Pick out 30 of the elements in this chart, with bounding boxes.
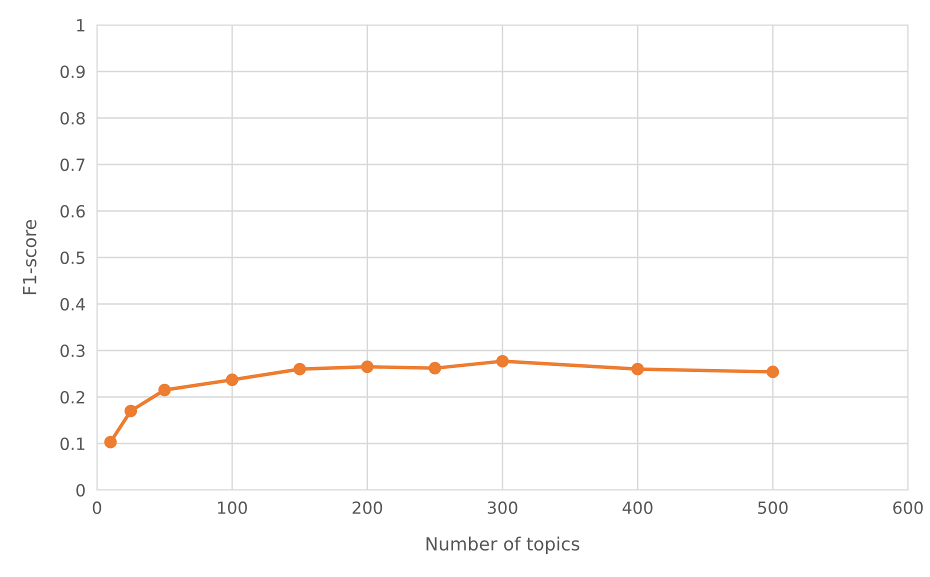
- point: [294, 362, 306, 376]
- x-tick-label: 100: [218, 501, 247, 514]
- point: [766, 366, 780, 378]
- point: [361, 360, 374, 374]
- y-tick-label: 0.7: [60, 158, 84, 172]
- point: [158, 384, 171, 396]
- x-tick-label: 0: [92, 501, 102, 514]
- x-tick-label: 400: [622, 501, 652, 514]
- y-tick-label: 0.5: [60, 251, 84, 264]
- point: [496, 354, 509, 368]
- x-tick-label: 500: [758, 501, 788, 514]
- point: [428, 362, 442, 374]
- point: [124, 404, 138, 418]
- point: [104, 436, 117, 448]
- y-tick-label: 0.1: [60, 437, 84, 450]
- x-tick-label: 600: [893, 501, 923, 514]
- y-tick-label: 0: [76, 484, 85, 497]
- y-tick-label: 0.9: [60, 65, 85, 78]
- y-tick-label: 0.3: [60, 344, 85, 358]
- x-tick-label: 200: [352, 501, 382, 514]
- point: [631, 362, 644, 376]
- y-axis-title: F1-score: [23, 220, 36, 294]
- y-tick-label: 0.2: [60, 390, 84, 404]
- y-tick-label: 0.4: [60, 298, 85, 311]
- point: [226, 374, 238, 386]
- x-axis-title: Number of topics: [426, 536, 580, 554]
- y-tick-label: 0.8: [60, 112, 85, 125]
- y-tick-label: 1: [77, 19, 84, 32]
- x-tick-label: 300: [488, 501, 518, 514]
- y-tick-label: 0.6: [60, 204, 85, 218]
